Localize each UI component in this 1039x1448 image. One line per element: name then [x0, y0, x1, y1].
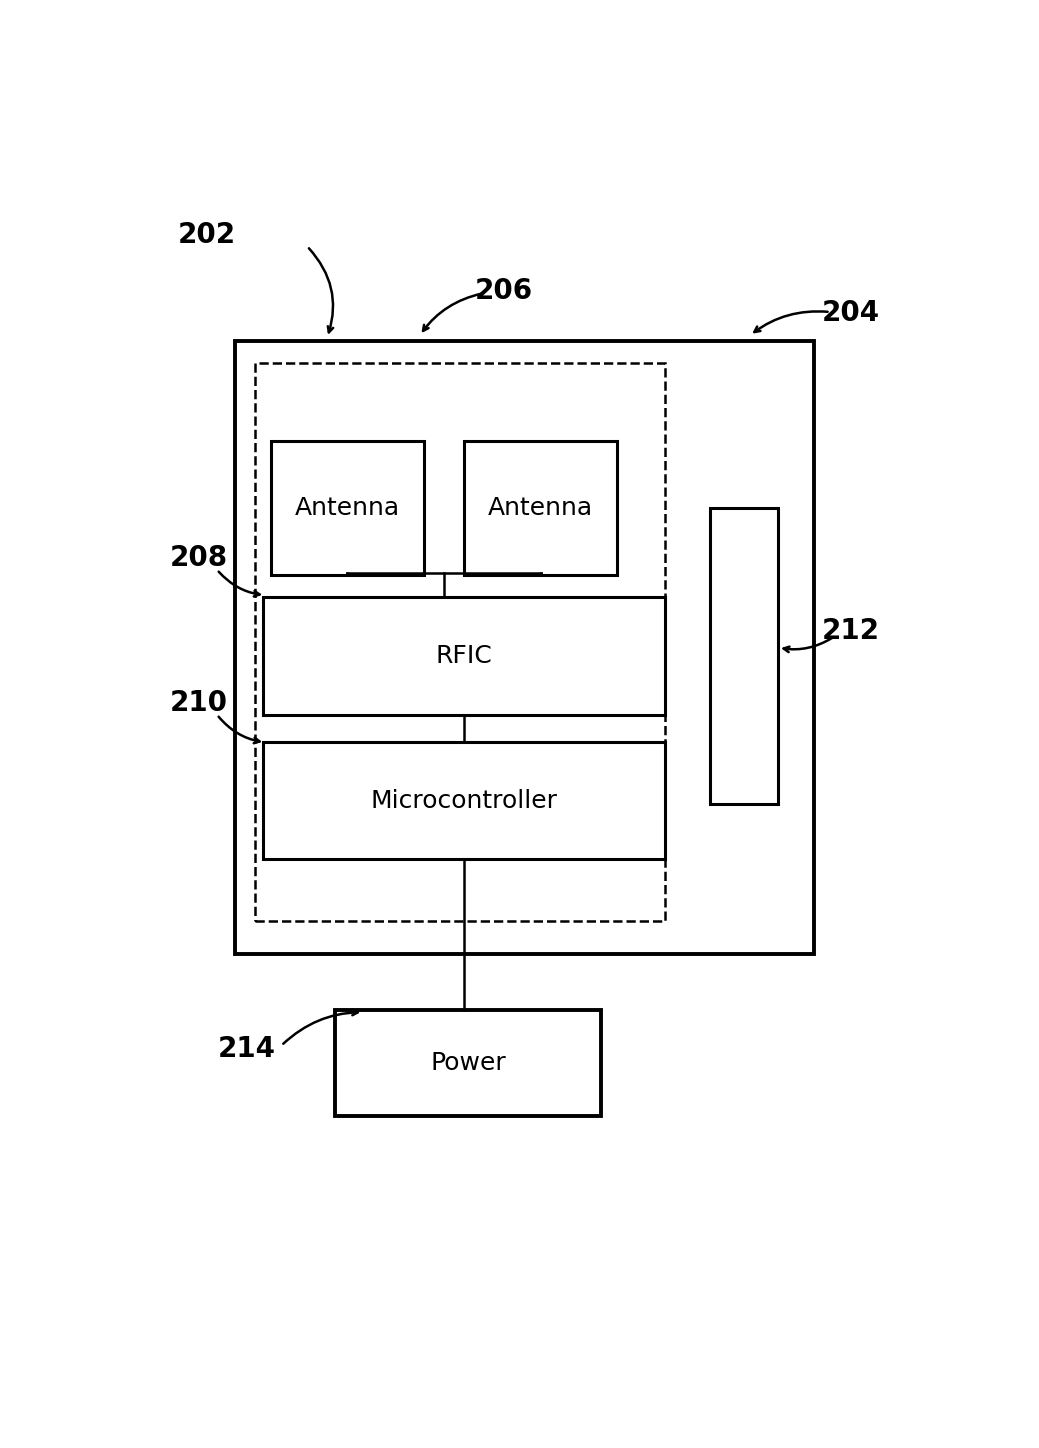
Text: 206: 206	[475, 277, 533, 306]
Text: Power: Power	[430, 1051, 506, 1074]
Bar	[263, 598, 665, 714]
Text: Antenna: Antenna	[295, 497, 400, 520]
Bar	[235, 340, 815, 954]
Bar	[271, 442, 424, 575]
Text: 208: 208	[169, 544, 228, 572]
Text: 212: 212	[822, 617, 880, 644]
Bar	[710, 508, 778, 804]
Text: 214: 214	[217, 1035, 275, 1063]
Bar	[464, 442, 617, 575]
Text: Microcontroller: Microcontroller	[371, 789, 558, 812]
Text: 210: 210	[169, 689, 228, 717]
Bar	[336, 1011, 601, 1116]
Text: 204: 204	[822, 300, 880, 327]
Text: RFIC: RFIC	[435, 644, 492, 668]
Bar	[255, 363, 665, 921]
Bar	[263, 743, 665, 860]
Text: Antenna: Antenna	[488, 497, 593, 520]
Text: 202: 202	[178, 222, 236, 249]
